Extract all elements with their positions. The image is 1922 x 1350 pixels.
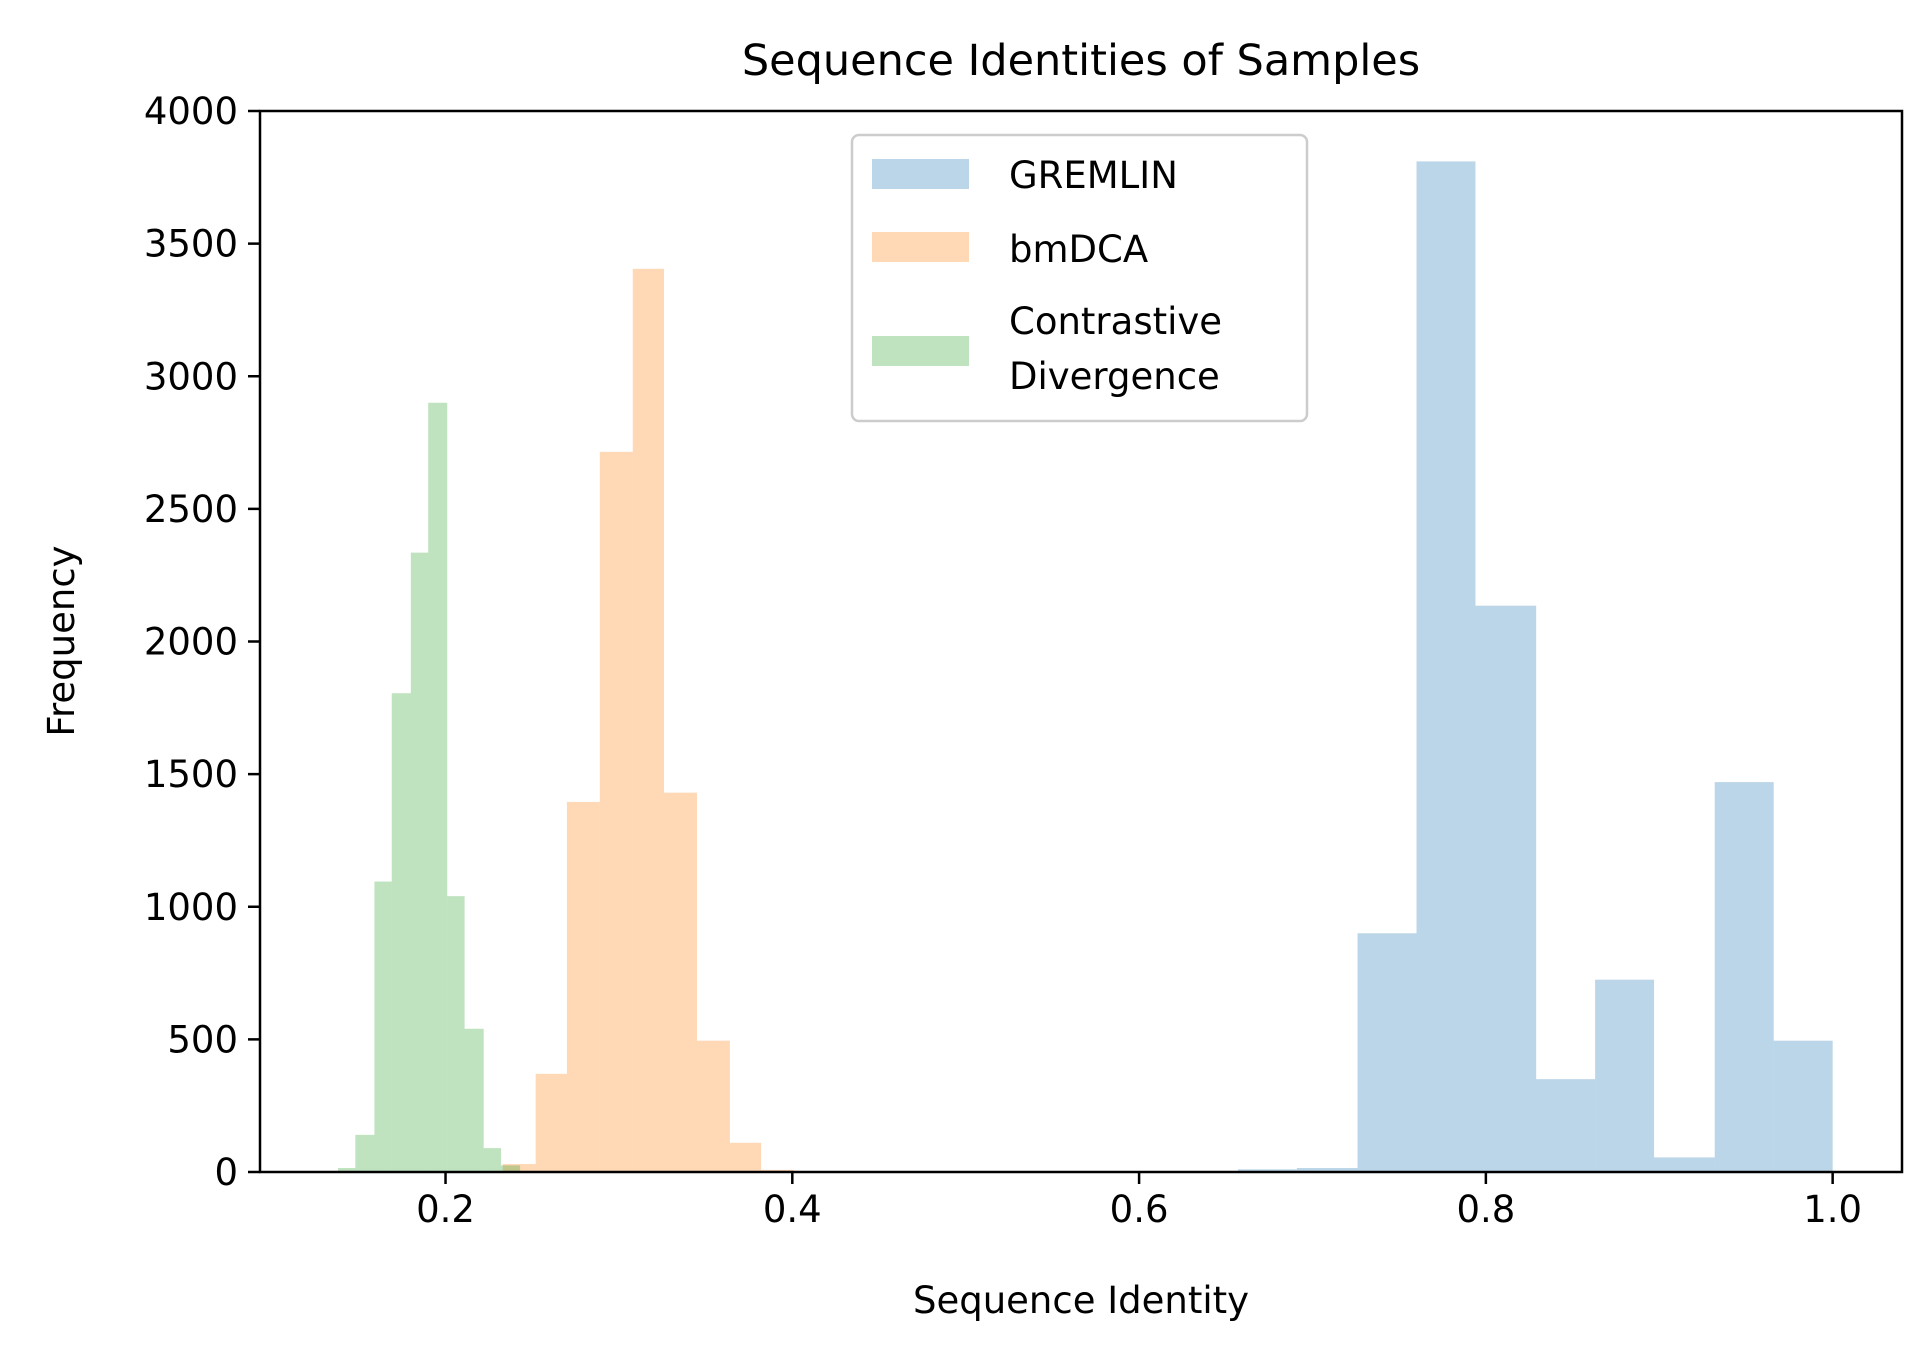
legend-label-contrastive-line-2: Divergence [1009, 355, 1220, 398]
legend-swatch-contrastive-divergence [872, 336, 969, 366]
legend: GREMLIN bmDCA Contrastive Divergence [850, 133, 1309, 423]
x-axis-title: Sequence Identity [913, 1279, 1249, 1322]
x-axis: 0.2 0.4 0.6 0.8 1.0 [416, 1172, 1862, 1231]
legend-label-bmdca: bmDCA [1009, 228, 1148, 271]
x-tick-label: 0.4 [763, 1188, 822, 1231]
y-tick-label: 1000 [144, 886, 238, 929]
y-tick-label: 3500 [144, 223, 238, 266]
y-tick-label: 3000 [144, 355, 238, 398]
bar-bmdca-4 [632, 268, 664, 1173]
legend-label-contrastive-line-1: Contrastive [1009, 300, 1222, 343]
y-tick-label: 2000 [144, 621, 238, 664]
y-tick-label: 500 [167, 1018, 238, 1061]
bar-bmdca-3 [599, 451, 633, 1172]
bar-bmdca-6 [696, 1040, 730, 1172]
legend-box [850, 133, 1309, 423]
bar-gremlin-9 [1773, 1040, 1833, 1172]
bar-contrastive-divergence-6 [447, 896, 465, 1172]
bar-contrastive-divergence-2 [374, 881, 392, 1172]
y-tick-label: 2500 [144, 488, 238, 531]
y-axis-title: Frequency [40, 545, 83, 736]
bar-gremlin-4 [1475, 605, 1537, 1172]
legend-swatch-gremlin [872, 159, 969, 189]
x-tick-label: 0.2 [416, 1188, 475, 1231]
y-axis: 0 500 1000 1500 2000 2500 3000 3500 4000 [144, 90, 260, 1194]
bar-gremlin-5 [1536, 1079, 1596, 1172]
x-tick-label: 0.8 [1456, 1188, 1515, 1231]
bar-contrastive-divergence-9 [501, 1165, 521, 1172]
bar-gremlin-1 [1296, 1168, 1358, 1172]
bar-gremlin-6 [1595, 979, 1655, 1172]
chart-title: Sequence Identities of Samples [742, 36, 1420, 86]
x-tick-label: 0.6 [1110, 1188, 1169, 1231]
bar-gremlin-0 [1237, 1169, 1297, 1172]
bar-contrastive-divergence-5 [428, 402, 448, 1172]
legend-swatch-bmdca [872, 232, 969, 262]
y-tick-label: 0 [214, 1151, 238, 1194]
bar-gremlin-3 [1416, 161, 1476, 1172]
legend-label-gremlin: GREMLIN [1009, 154, 1178, 197]
bar-contrastive-divergence-8 [483, 1148, 502, 1172]
y-tick-label: 4000 [144, 90, 238, 133]
histogram-bars [338, 161, 1833, 1173]
bar-contrastive-divergence-1 [355, 1134, 375, 1172]
bar-gremlin-2 [1357, 933, 1417, 1172]
bar-contrastive-divergence-0 [338, 1168, 356, 1172]
bar-contrastive-divergence-4 [410, 552, 429, 1172]
bar-contrastive-divergence-3 [391, 693, 411, 1172]
bar-gremlin-8 [1714, 782, 1774, 1172]
x-tick-label: 1.0 [1803, 1188, 1862, 1231]
bar-bmdca-7 [729, 1142, 762, 1172]
bar-bmdca-5 [663, 792, 697, 1172]
y-tick-label: 1500 [144, 753, 238, 796]
bar-contrastive-divergence-7 [464, 1028, 484, 1172]
bar-gremlin-7 [1654, 1157, 1715, 1172]
bar-bmdca-1 [535, 1073, 567, 1172]
bar-bmdca-0 [502, 1164, 536, 1172]
bar-bmdca-2 [566, 801, 600, 1172]
